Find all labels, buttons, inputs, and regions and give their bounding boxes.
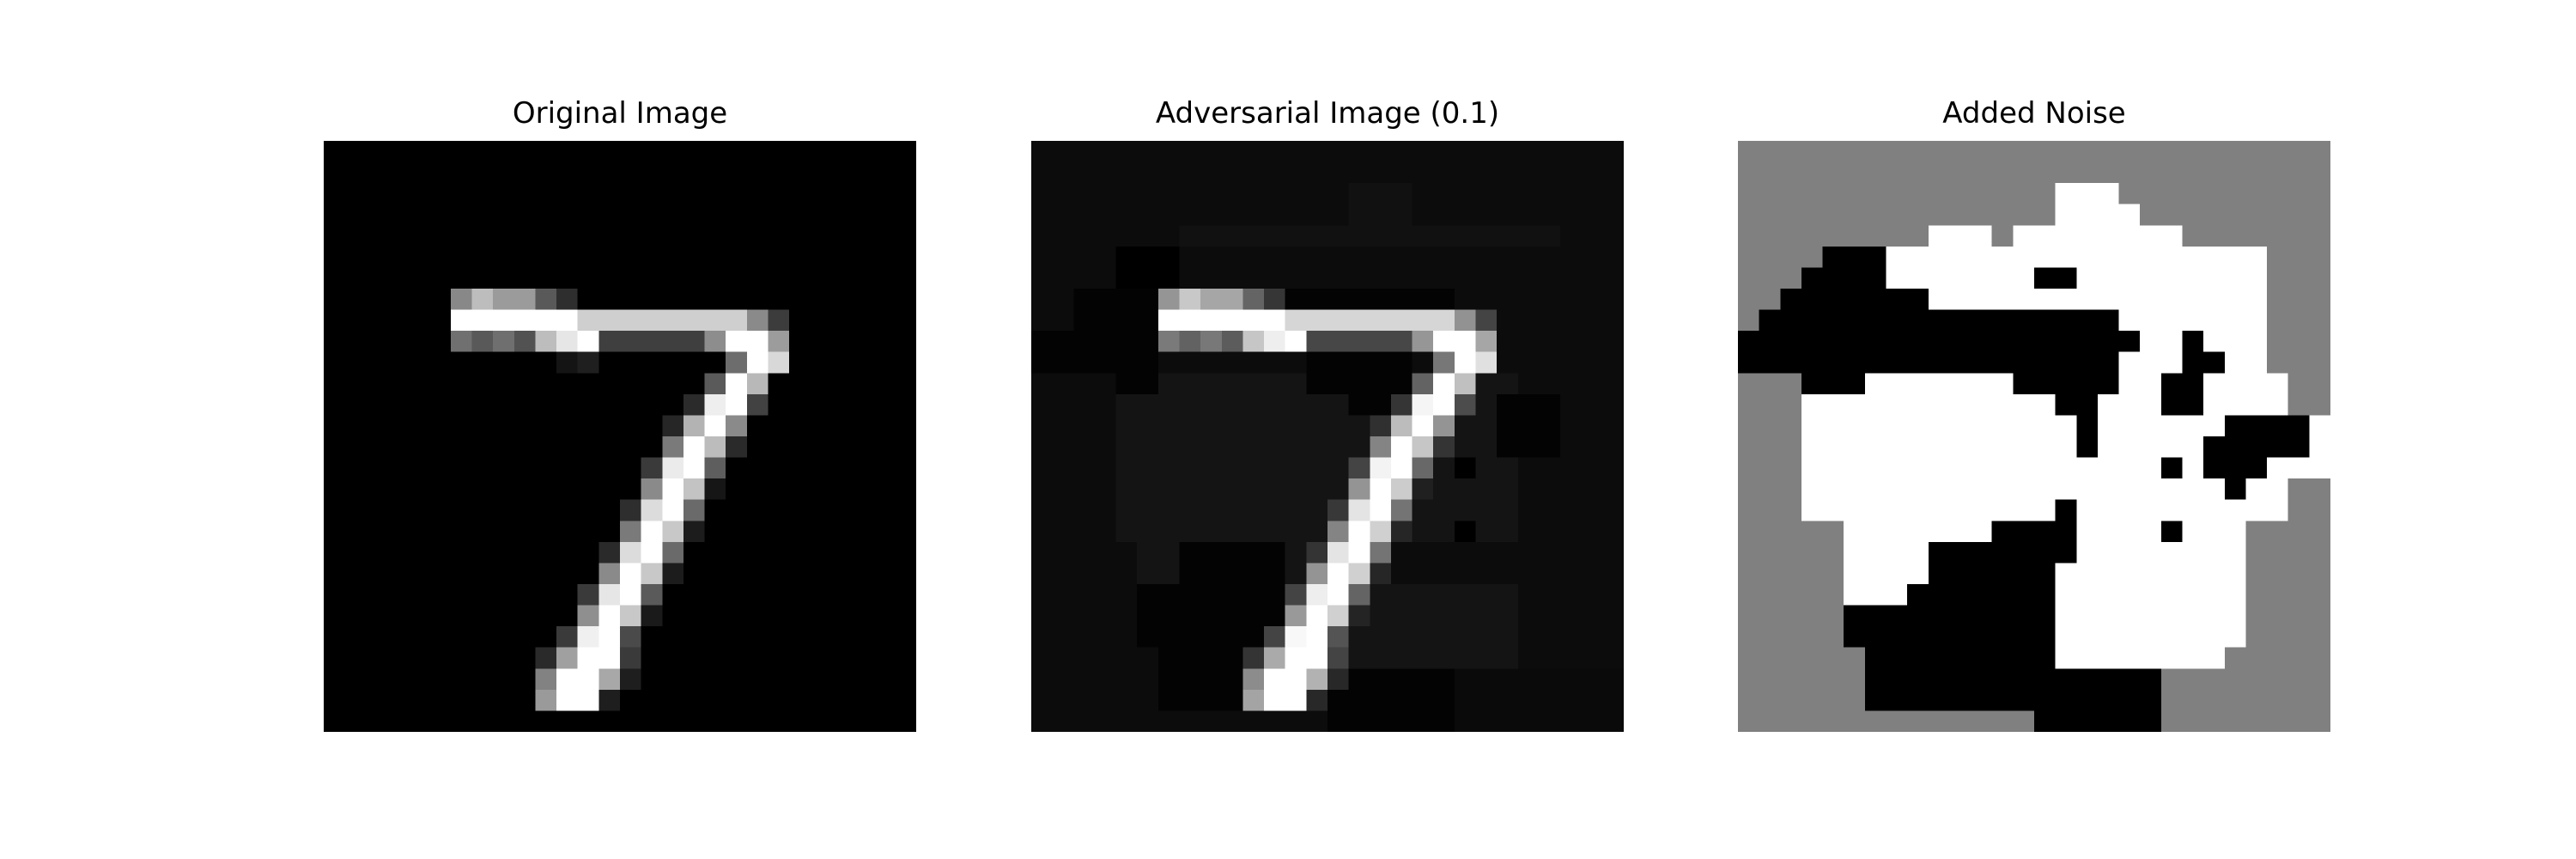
original-digit-image [324, 141, 916, 732]
adversarial-digit-image [1031, 141, 1624, 732]
panel-title-original: Original Image [512, 96, 728, 131]
panel-title-adversarial: Adversarial Image (0.1) [1155, 96, 1500, 131]
panel-title-noise: Added Noise [1942, 96, 2126, 131]
panel-noise: Added Noise [1738, 0, 2330, 859]
panel-original: Original Image [324, 0, 916, 859]
noise-pattern-image [1738, 141, 2330, 732]
panel-adversarial: Adversarial Image (0.1) [1031, 0, 1624, 859]
